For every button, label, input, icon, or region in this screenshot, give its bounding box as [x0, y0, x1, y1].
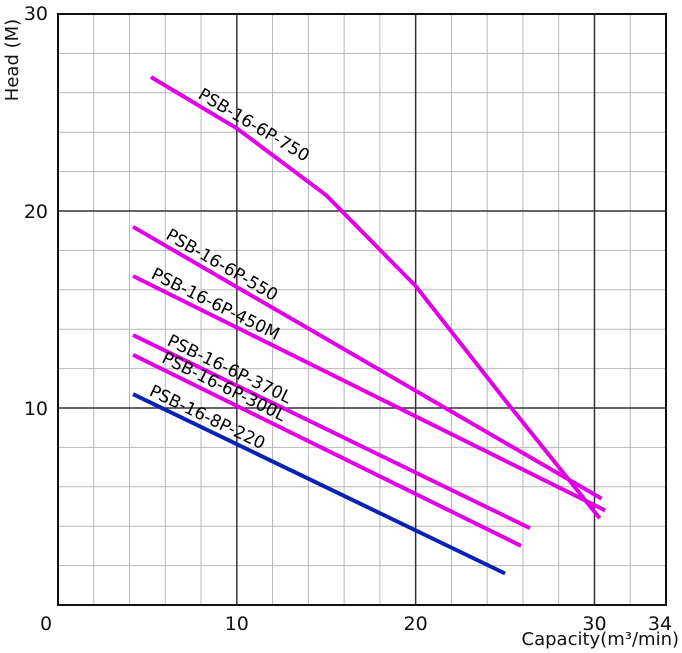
- series-line: [132, 353, 523, 548]
- series-line: [132, 392, 506, 576]
- series-labels: PSB-16-6P-750PSB-16-6P-550PSB-16-6P-450M…: [146, 85, 313, 454]
- series-label: PSB-16-6P-750: [194, 85, 312, 167]
- y-tick-label: 10: [24, 398, 48, 420]
- major-grid: [57, 13, 667, 606]
- tick-labels: 0 10 20 30 34 10 20 30: [24, 3, 672, 635]
- minor-grid: [58, 14, 667, 605]
- series-lines: [132, 75, 607, 576]
- series-line: [132, 225, 603, 501]
- x-tick-label: 10: [225, 613, 249, 635]
- x-tick-label: 34: [648, 613, 672, 635]
- series-line: [132, 274, 607, 513]
- x-tick-label: 20: [404, 613, 428, 635]
- y-tick-label: 30: [24, 3, 48, 25]
- y-axis-title: Head (M): [2, 19, 23, 101]
- x-tick-label: 30: [582, 613, 606, 635]
- y-tick-label: 20: [24, 201, 48, 223]
- series-line: [132, 333, 531, 530]
- plot-frame: [57, 13, 667, 606]
- series-line: [149, 75, 602, 520]
- x-tick-label: 0: [40, 613, 52, 635]
- x-axis-title: Capacity(m³/min): [522, 629, 679, 650]
